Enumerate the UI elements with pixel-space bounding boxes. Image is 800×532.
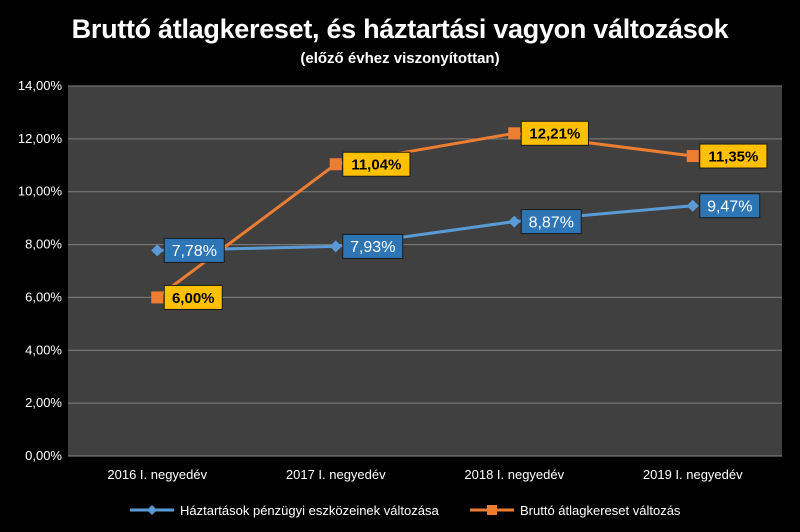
y-tick-label: 8,00% [25,237,62,252]
y-tick-label: 10,00% [18,184,63,199]
x-tick-label: 2019 I. negyedév [643,467,743,482]
series-1-data-label: 7,78% [163,237,225,263]
chart-subtitle: (előző évhez viszonyítottan) [300,50,500,67]
series-1-point [508,215,521,228]
data-label-box [699,143,768,169]
series-1-data-label: 9,47% [699,193,761,219]
data-label-text: 7,93% [350,239,395,256]
data-label-box [163,284,223,310]
data-label-text: 7,78% [172,243,217,260]
x-tick-label: 2017 I. negyedév [286,467,386,482]
data-label-box [342,151,411,177]
x-tick-label: 2016 I. negyedév [107,467,207,482]
series-1-data-label: 7,93% [342,233,404,259]
y-tick-label: 2,00% [25,395,62,410]
series-2-data-label: 11,35% [699,143,768,169]
data-label-text: 6,00% [172,290,215,307]
x-tick-label: 2018 I. negyedév [464,467,564,482]
y-tick-label: 14,00% [18,78,63,93]
data-label-text: 8,87% [529,214,574,231]
y-tick-label: 4,00% [25,342,62,357]
legend-marker [487,505,497,515]
series-2-point [329,158,342,171]
data-label-box [163,237,225,263]
legend-marker [147,505,157,515]
series-1-point [151,244,164,257]
y-tick-label: 12,00% [18,131,63,146]
series-2-point [508,127,521,140]
data-label-text: 12,21% [529,126,580,143]
data-label-text: 9,47% [707,198,752,215]
series-line-2 [156,131,693,299]
data-label-text: 11,04% [351,157,401,174]
data-label-text: 11,35% [708,148,758,165]
legend-item-2: Bruttó átlagkereset változás [470,503,681,518]
series-2-data-label: 6,00% [163,284,223,310]
data-label-box [520,120,589,146]
series-2-data-label: 11,04% [342,151,411,177]
legend-label: Háztartások pénzügyi eszközeinek változá… [180,503,439,518]
legend-item-1: Háztartások pénzügyi eszközeinek változá… [130,503,439,518]
series-1-data-label: 8,87% [520,209,582,235]
data-label-box [699,193,761,219]
y-tick-label: 6,00% [25,289,62,304]
series-1-point [686,199,699,212]
chart-title: Bruttó átlagkereset, és háztartási vagyo… [71,14,729,44]
series-2-data-label: 12,21% [520,120,589,146]
data-label-box [520,209,582,235]
series-2-point [151,291,164,304]
plot-area [68,86,782,456]
legend-label: Bruttó átlagkereset változás [520,503,681,518]
data-label-box [342,233,404,259]
series-line-1 [157,204,693,252]
series-2-point [686,150,699,163]
series-1-point [329,240,342,253]
y-tick-label: 0,00% [25,448,62,463]
